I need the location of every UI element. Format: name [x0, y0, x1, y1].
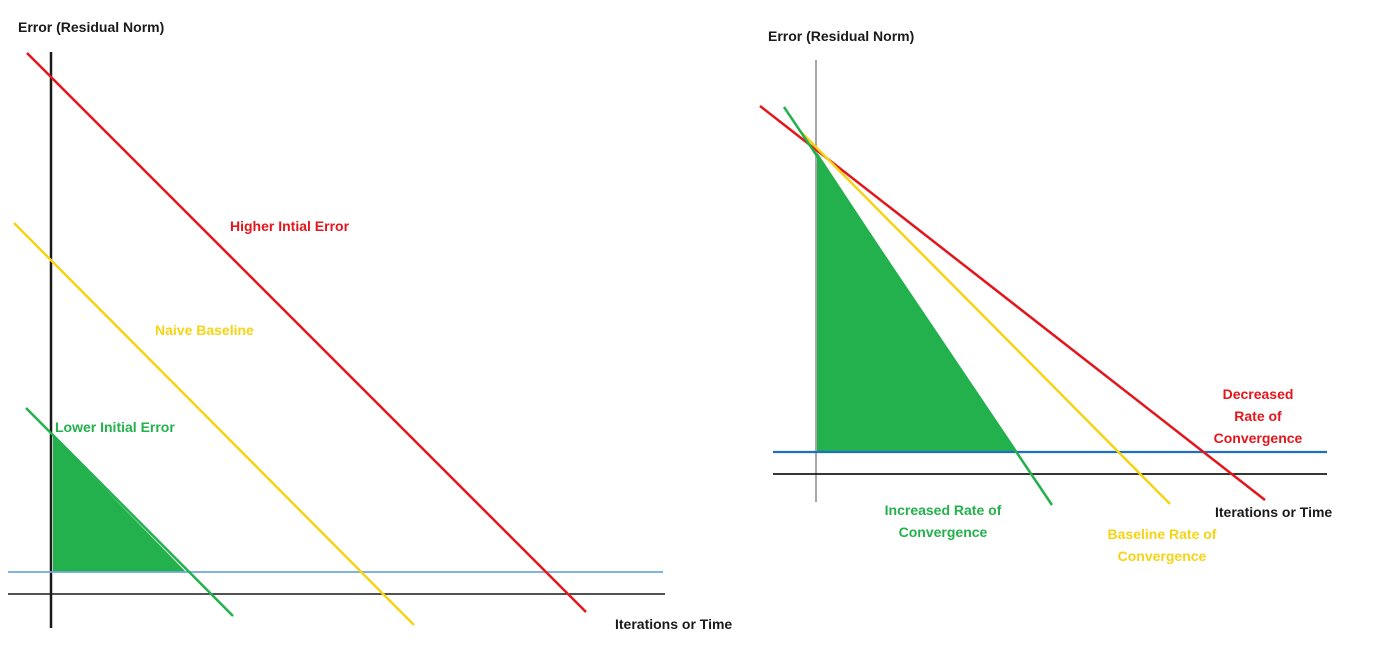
- right-baseline-rate-line: [799, 130, 1171, 505]
- right-increased-rate-line: [782, 106, 1054, 506]
- left-x-axis-title: Iterations or Time: [615, 616, 732, 632]
- right-diagram: Error (Residual Norm) Iterations or Time…: [759, 28, 1332, 564]
- right-increased-rate-label-line2: Convergence: [899, 524, 988, 540]
- left-baseline-line: [13, 222, 415, 626]
- right-decreased-rate-line: [759, 105, 1266, 501]
- right-decreased-rate-label-line2: Rate of: [1234, 408, 1282, 424]
- left-y-axis-title: Error (Residual Norm): [18, 19, 164, 35]
- right-increased-rate-label-line1: Increased Rate of: [885, 502, 1002, 518]
- right-baseline-rate-label-line1: Baseline Rate of: [1108, 526, 1217, 542]
- left-diagram: Error (Residual Norm) Iterations or Time…: [8, 19, 732, 632]
- right-decreased-rate-label-line3: Convergence: [1214, 430, 1303, 446]
- right-decreased-rate-label-line1: Decreased: [1223, 386, 1294, 402]
- left-lower-error-label: Lower Initial Error: [55, 419, 175, 435]
- left-higher-error-line: [26, 52, 587, 613]
- left-higher-error-label: Higher Intial Error: [230, 218, 350, 234]
- right-x-axis-title: Iterations or Time: [1215, 504, 1332, 520]
- left-lower-error-line: [25, 407, 234, 617]
- left-baseline-label: Naive Baseline: [155, 322, 254, 338]
- right-y-axis-title: Error (Residual Norm): [768, 28, 914, 44]
- right-baseline-rate-label-line2: Convergence: [1118, 548, 1207, 564]
